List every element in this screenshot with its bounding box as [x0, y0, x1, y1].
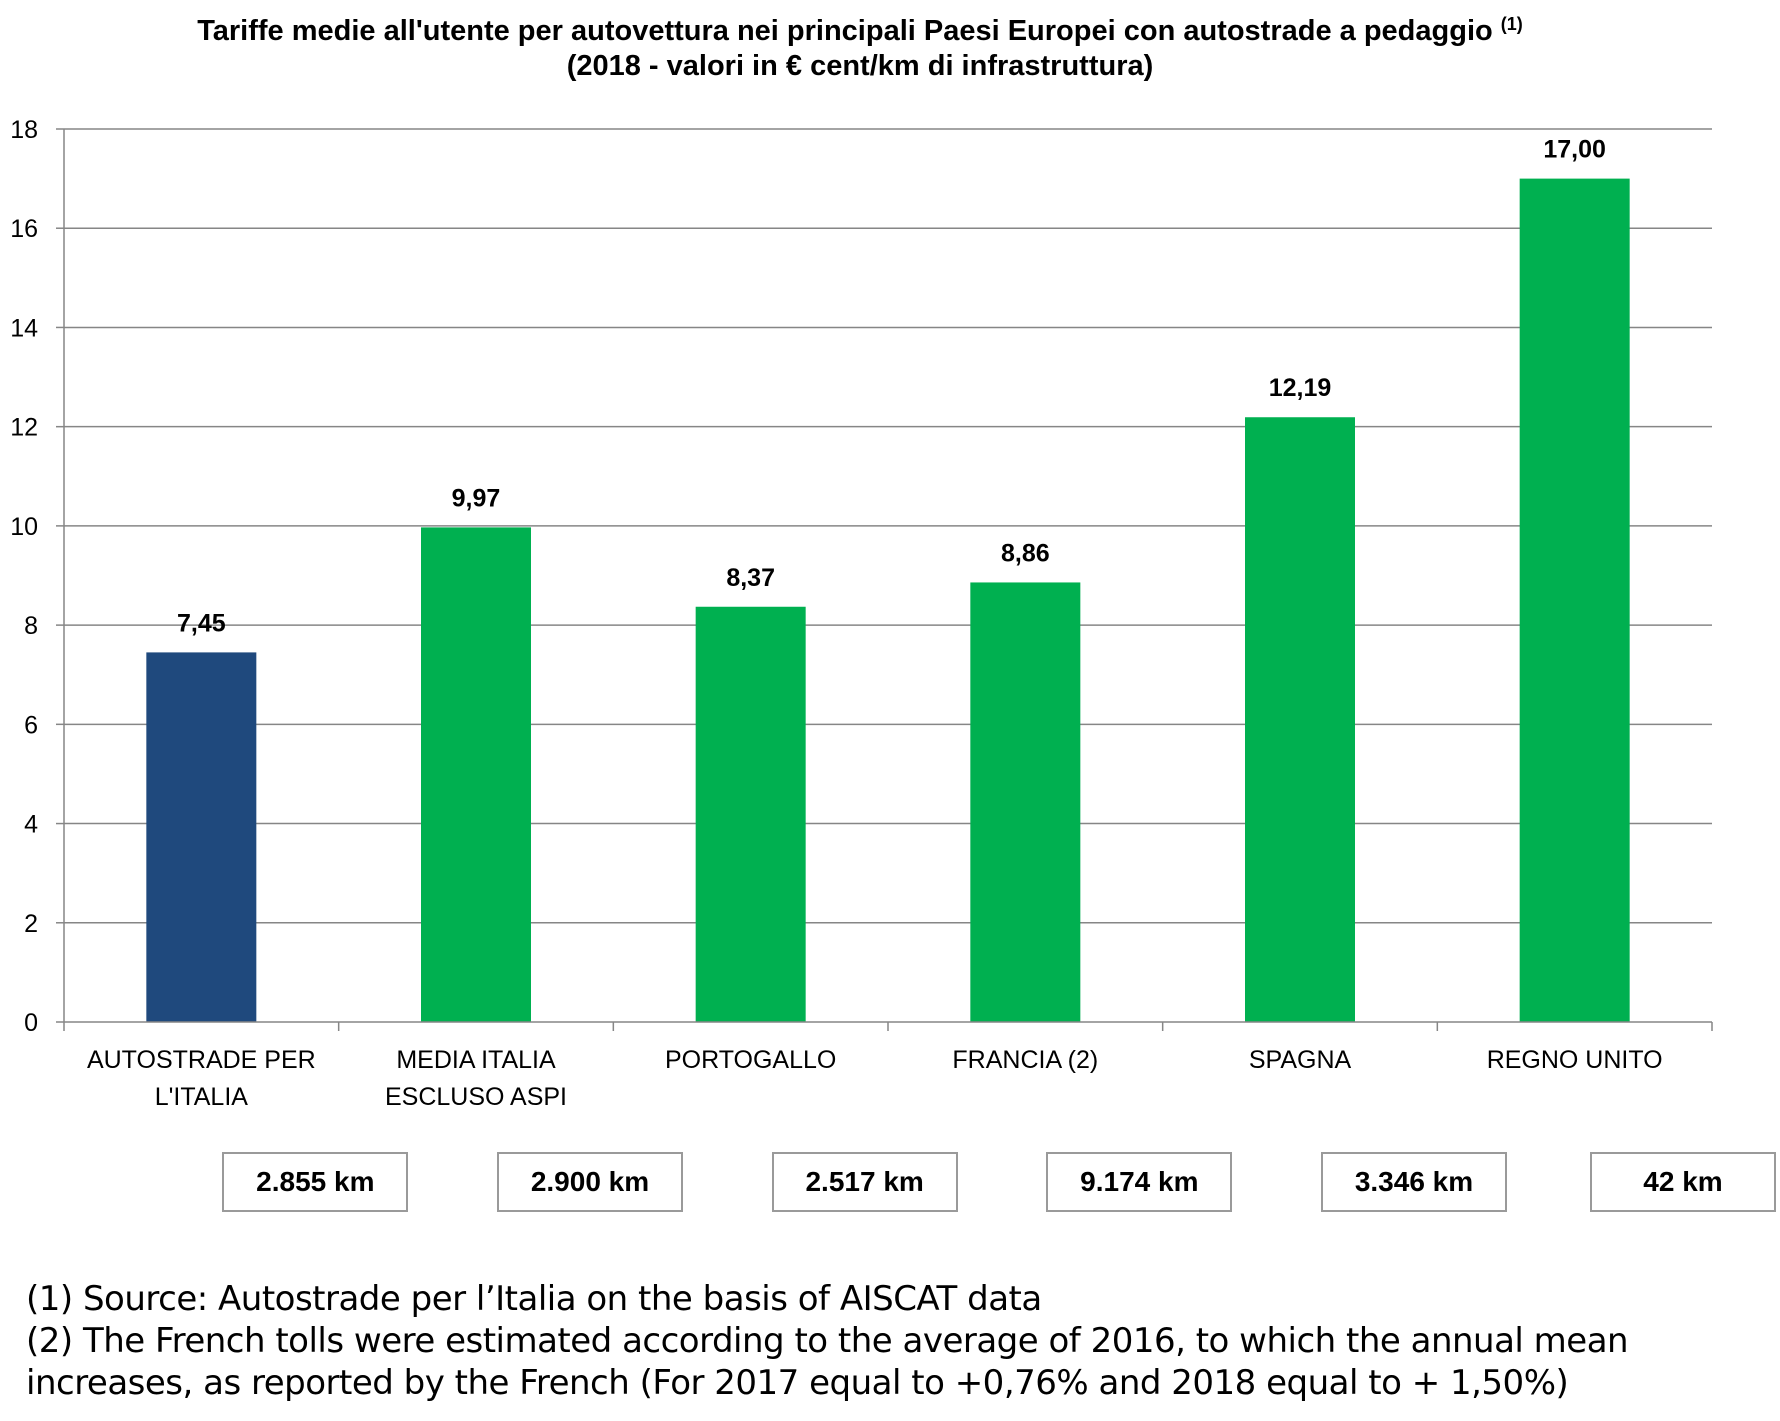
x-tick-label: SPAGNA	[1249, 1046, 1352, 1074]
footnotes: (1) Source: Autostrade per l’Italia on t…	[26, 1278, 1766, 1404]
footnote-2-line-2: increases, as reported by the French (Fo…	[26, 1363, 1569, 1403]
data-label: 7,45	[177, 609, 226, 637]
title-footnote-marker: (1)	[1500, 14, 1523, 34]
x-tick-label: PORTOGALLO	[665, 1046, 836, 1074]
chart-title-text: Tariffe medie all'utente per autovettura…	[197, 15, 1493, 47]
chart-subtitle: (2018 - valori in € cent/km di infrastru…	[566, 50, 1154, 82]
network-length-box: 9.174 km	[1046, 1152, 1233, 1212]
y-tick-label: 18	[10, 116, 38, 144]
bar	[695, 606, 806, 1022]
bar-chart: 0 2 4 6 8 10 12 14 16 18 7,45 AUTOSTRADE PER L'ITALI…	[10, 116, 1713, 1111]
footnote-1: (1) Source: Autostrade per l’Italia on t…	[26, 1279, 1042, 1319]
data-label: 8,37	[726, 564, 775, 592]
x-tick-label: FRANCIA (2)	[952, 1046, 1098, 1074]
x-tick-label: ESCLUSO ASPI	[385, 1083, 567, 1111]
data-label: 12,19	[1269, 374, 1332, 402]
network-length-box: 2.855 km	[222, 1152, 409, 1212]
data-label: 8,86	[1001, 539, 1050, 567]
x-tick-label: AUTOSTRADE PER	[87, 1046, 316, 1074]
y-tick-label: 4	[24, 811, 38, 839]
bar	[970, 582, 1081, 1022]
data-label: 17,00	[1543, 136, 1606, 164]
network-length-box: 3.346 km	[1321, 1152, 1507, 1212]
bar	[1245, 417, 1355, 1022]
x-tick-label: L'ITALIA	[155, 1083, 249, 1111]
y-tick-label: 14	[10, 314, 38, 342]
y-tick-label: 6	[24, 711, 38, 739]
y-tick-label: 2	[24, 910, 38, 938]
network-length-box: 2.900 km	[497, 1152, 683, 1212]
chart-title: Tariffe medie all'utente per autovettura…	[0, 4, 1720, 51]
x-tick-label: REGNO UNITO	[1487, 1046, 1663, 1074]
data-label: 9,97	[452, 484, 501, 512]
x-tick-label: MEDIA ITALIA	[396, 1046, 556, 1074]
bar	[1519, 178, 1630, 1023]
y-tick-label: 0	[24, 1009, 38, 1037]
network-length-box: 42 km	[1590, 1152, 1776, 1212]
bar	[421, 527, 531, 1022]
y-tick-label: 12	[10, 414, 38, 442]
y-tick-label: 8	[24, 612, 38, 640]
network-length-box: 2.517 km	[771, 1152, 958, 1212]
y-tick-label: 16	[10, 215, 38, 243]
y-tick-label: 10	[10, 513, 38, 541]
footnote-2-line-1: (2) The French tolls were estimated acco…	[26, 1321, 1629, 1361]
bar	[146, 652, 257, 1022]
